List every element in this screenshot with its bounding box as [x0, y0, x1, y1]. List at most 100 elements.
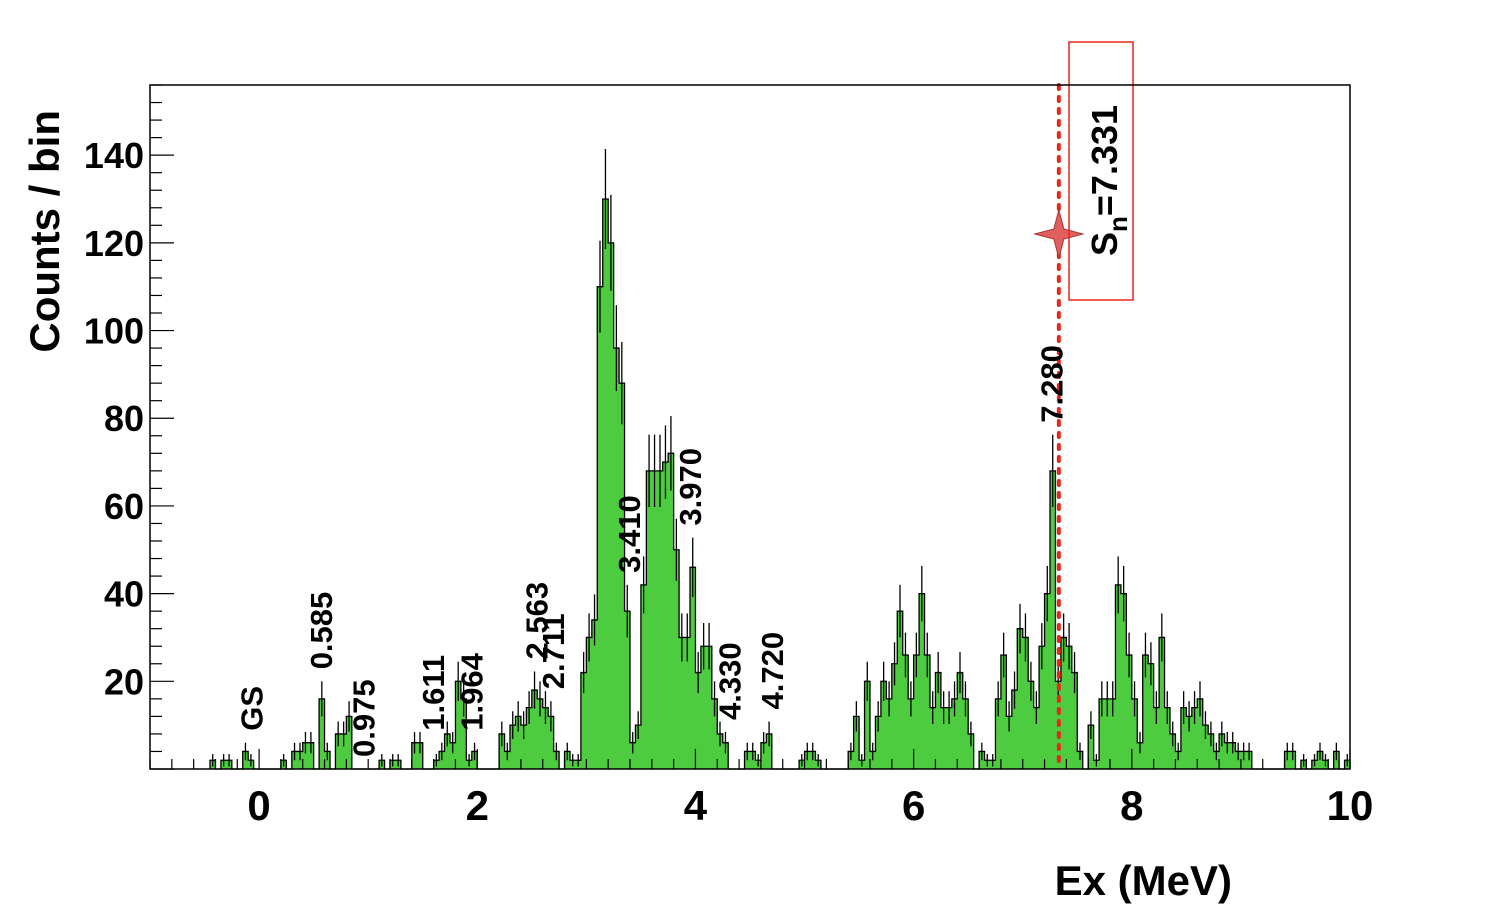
x-axis-title: Ex (MeV): [1055, 857, 1232, 904]
histogram-bin: [608, 242, 615, 769]
y-tick-label: 140: [84, 135, 144, 176]
x-tick-label: 8: [1120, 782, 1143, 829]
histogram-bin: [586, 637, 593, 769]
star-marker-icon: [1032, 208, 1085, 260]
histogram-bin: [510, 725, 516, 769]
histogram-bin: [619, 383, 625, 769]
histogram-bin: [886, 698, 893, 769]
histogram-bin: [1208, 733, 1215, 769]
histogram-step-line: [209, 198, 1351, 770]
y-tick-label: 20: [104, 661, 144, 702]
peak-label: GS: [235, 686, 270, 731]
histogram-bin: [695, 672, 702, 769]
histogram-bin: [499, 733, 505, 769]
histogram-bin: [526, 707, 533, 769]
histogram-bin: [1191, 707, 1198, 769]
histogram-bin: [760, 742, 767, 769]
x-tick-label: 10: [1327, 782, 1374, 829]
histogram-bin: [657, 470, 664, 769]
histogram-bin: [995, 698, 1002, 769]
histogram-bin: [968, 733, 975, 769]
histogram-bin: [417, 742, 424, 769]
histogram-bin: [1060, 637, 1067, 769]
histogram-bin: [1110, 698, 1116, 769]
histogram-bin: [897, 611, 904, 769]
histogram-bin: [864, 681, 871, 769]
peak-label: 3.410: [612, 495, 647, 573]
histogram-bin: [1000, 655, 1007, 769]
star-shape: [1032, 208, 1085, 260]
x-axis-tick-labels: 0 2 4 6 8 10: [247, 782, 1373, 829]
histogram-bin: [1028, 681, 1035, 769]
histogram-bin: [930, 707, 936, 769]
y-tick-label: 120: [84, 223, 144, 264]
histogram-bin: [679, 637, 685, 769]
histogram-bin: [853, 716, 860, 769]
y-axis-ticks: [150, 84, 174, 770]
histogram-bin: [1186, 716, 1193, 769]
histogram-bin: [1197, 698, 1204, 769]
histogram-bin: [1104, 698, 1111, 769]
histogram-bin: [706, 646, 713, 769]
histogram-bin: [1044, 593, 1051, 769]
histogram-bin: [308, 742, 315, 769]
histogram-bin: [624, 611, 631, 769]
peak-label: 0.975: [346, 679, 381, 757]
histogram-bin: [1088, 725, 1095, 769]
histogram-bin: [613, 348, 620, 769]
histogram-bin: [717, 733, 724, 769]
histogram-bin: [1137, 742, 1144, 769]
histogram-bin: [651, 470, 658, 769]
neutron-separation-label: Sn=7.331: [1084, 105, 1133, 256]
histogram-bin: [1148, 663, 1155, 769]
histogram-bin: [444, 733, 451, 769]
histogram-bin: [913, 655, 920, 769]
y-tick-label: 40: [104, 574, 144, 615]
histogram-bin: [548, 716, 555, 769]
histogram-bin: [346, 716, 353, 769]
histogram-bin: [1153, 707, 1160, 769]
histogram-bars: [210, 199, 1351, 769]
histogram-bin: [1159, 637, 1165, 769]
histogram-bin: [319, 698, 325, 769]
histogram-bin: [635, 725, 642, 769]
sn-symbol: S: [1084, 232, 1125, 256]
histogram-bin: [520, 725, 527, 769]
y-tick-label: 100: [84, 311, 144, 352]
x-tick-label: 4: [684, 782, 708, 829]
histogram-bin: [340, 733, 347, 769]
histogram-bin: [1170, 733, 1176, 769]
peak-label: 0.585: [304, 592, 339, 670]
plot-frame: [149, 84, 1351, 770]
histogram-bin: [1230, 742, 1236, 769]
histogram-bin: [646, 470, 653, 769]
neutron-separation-box: [1068, 41, 1134, 301]
histogram-bin: [700, 646, 707, 769]
histogram-bin: [935, 672, 942, 769]
histogram-bin: [880, 681, 887, 769]
histogram-bin: [450, 742, 456, 769]
histogram-bin: [951, 698, 958, 769]
histogram-outline: [209, 198, 1351, 770]
y-tick-label: 80: [104, 398, 144, 439]
histogram-bin: [1219, 733, 1225, 769]
histogram-bin: [542, 707, 549, 769]
histogram-bin: [1126, 655, 1133, 769]
histogram-bin: [940, 707, 947, 769]
x-tick-label: 0: [247, 782, 270, 829]
histogram-bin: [1120, 593, 1127, 769]
histogram-bin: [875, 716, 882, 769]
histogram-bin: [1039, 646, 1045, 769]
histogram-bin: [919, 593, 925, 769]
peak-label: 3.970: [673, 448, 708, 526]
histogram-bin: [302, 742, 309, 769]
histogram-bin: [662, 462, 669, 769]
histogram-bin: [602, 199, 609, 769]
histogram-bin: [597, 286, 604, 769]
histogram-bin: [1050, 470, 1056, 769]
histogram-bin: [668, 453, 675, 769]
histogram-bin: [591, 619, 598, 769]
peak-label: 4.330: [712, 642, 747, 720]
